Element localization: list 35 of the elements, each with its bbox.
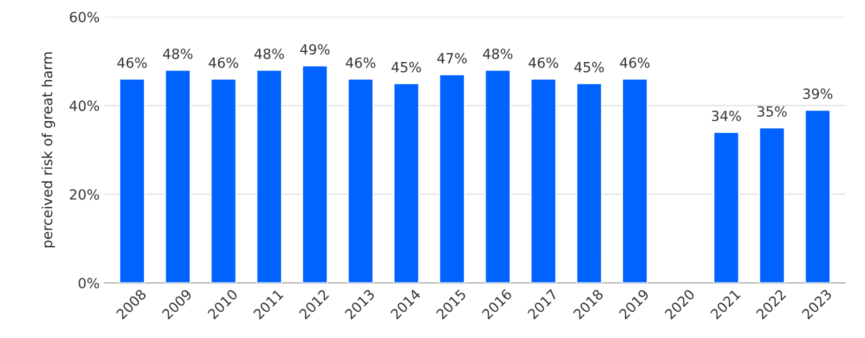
y-tick-label: 40% xyxy=(70,100,100,112)
data-label: 46% xyxy=(346,57,376,68)
data-label: 45% xyxy=(574,62,604,72)
data-label: 46% xyxy=(620,57,650,68)
y-tick-label: 20% xyxy=(70,189,100,200)
bar xyxy=(622,78,648,283)
y-axis-title: perceived risk of great harm xyxy=(42,52,56,248)
bar xyxy=(347,78,374,283)
bar xyxy=(302,64,328,283)
y-tick-label: 60% xyxy=(70,12,100,22)
bar xyxy=(758,127,786,283)
data-label: 46% xyxy=(528,57,558,68)
data-label: 35% xyxy=(758,106,787,117)
data-label: 34% xyxy=(712,110,741,122)
y-tick-label: 0% xyxy=(78,278,100,288)
data-label: 47% xyxy=(437,53,467,64)
bar xyxy=(804,109,831,283)
bar xyxy=(484,69,511,283)
data-label: 48% xyxy=(254,48,284,60)
bar xyxy=(530,78,557,283)
bar xyxy=(256,69,282,283)
data-label: 46% xyxy=(117,57,147,68)
bar xyxy=(713,131,740,283)
bar xyxy=(438,74,466,283)
data-label: 49% xyxy=(300,44,330,55)
data-label: 39% xyxy=(803,88,832,99)
bar xyxy=(576,82,602,283)
data-label: 46% xyxy=(208,57,238,68)
bar xyxy=(393,82,420,283)
data-label: 48% xyxy=(163,48,192,60)
bar xyxy=(118,78,146,283)
data-label: 48% xyxy=(482,48,512,60)
bar xyxy=(164,69,192,283)
data-label: 45% xyxy=(392,62,421,72)
bar xyxy=(210,78,237,283)
